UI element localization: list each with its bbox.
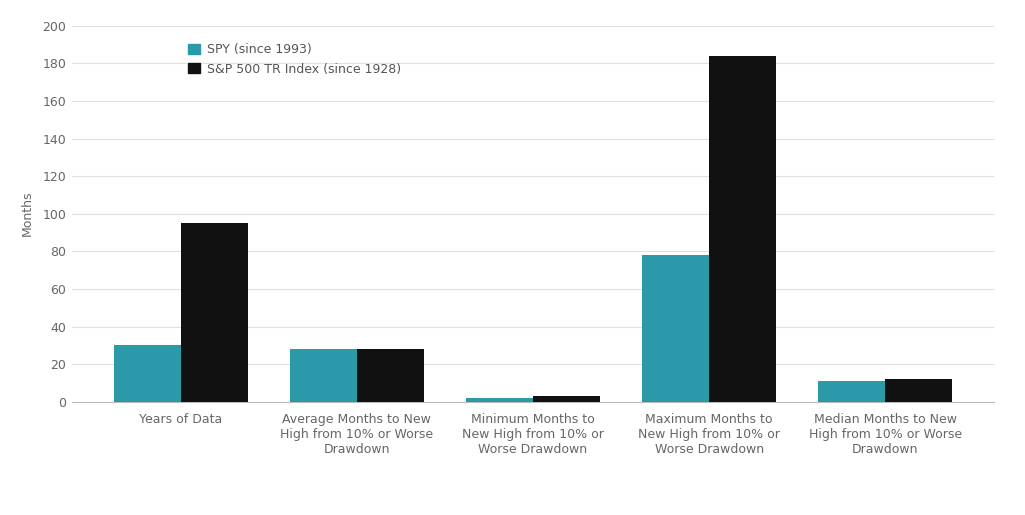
Bar	[818, 381, 886, 402]
Bar	[357, 349, 423, 402]
Bar	[180, 223, 248, 402]
Y-axis label: Months: Months	[20, 191, 34, 236]
Bar	[114, 346, 180, 402]
Bar	[290, 349, 357, 402]
Bar	[886, 379, 952, 402]
Bar	[643, 255, 709, 402]
Legend: SPY (since 1993), S&P 500 TR Index (since 1928): SPY (since 1993), S&P 500 TR Index (sinc…	[184, 40, 405, 79]
Bar	[709, 56, 776, 402]
Bar	[466, 398, 533, 402]
Bar	[533, 396, 600, 402]
